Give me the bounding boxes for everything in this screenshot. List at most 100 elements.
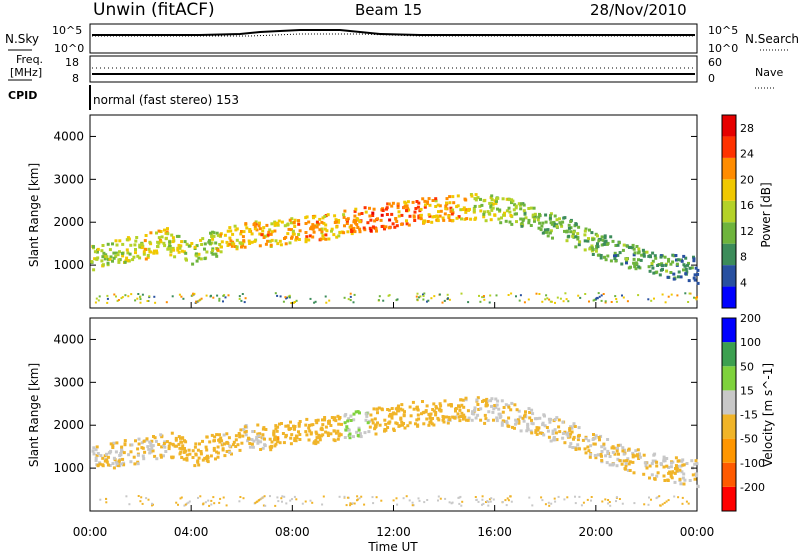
echo-cell <box>632 261 636 265</box>
echo-cell <box>583 233 587 237</box>
echo-cell <box>240 441 244 445</box>
ground-scatter-cell <box>148 295 151 298</box>
echo-cell <box>258 244 262 248</box>
echo-cell <box>126 236 130 240</box>
echo-cell <box>214 457 217 461</box>
echo-cell <box>326 431 330 435</box>
echo-cell <box>620 462 624 466</box>
echo-cell <box>339 433 343 437</box>
ground-scatter-cell <box>663 501 666 504</box>
echo-cell <box>365 414 369 418</box>
echo-cell <box>652 453 656 457</box>
echo-cell <box>308 234 312 238</box>
echo-cell <box>586 445 590 449</box>
echo-cell <box>376 421 379 425</box>
echo-cell <box>626 244 630 248</box>
echo-cell <box>606 449 610 453</box>
echo-cell <box>659 255 663 259</box>
echo-cell <box>655 464 659 468</box>
ground-scatter-cell <box>477 500 480 503</box>
ground-scatter-cell <box>604 498 607 501</box>
x-axis-label: Time UT <box>367 540 418 554</box>
echo-cell <box>368 214 372 218</box>
echo-cell <box>314 419 318 423</box>
echo-cell <box>673 471 677 475</box>
echo-cell <box>153 454 157 458</box>
ground-scatter-cell <box>531 504 534 507</box>
echo-cell <box>373 427 377 431</box>
echo-cell <box>428 414 432 418</box>
ground-scatter-cell <box>474 496 477 498</box>
x-tick-label: 00:00 <box>680 525 715 539</box>
echo-cell <box>297 233 301 236</box>
echo-cell <box>159 455 163 459</box>
echo-cell <box>390 416 394 420</box>
echo-cell <box>535 417 539 421</box>
echo-cell <box>160 235 164 239</box>
ground-scatter-cell <box>541 499 544 502</box>
echo-cell <box>203 247 206 251</box>
echo-cell <box>481 400 484 403</box>
echo-cell <box>185 458 189 462</box>
ground-scatter-cell <box>565 298 568 301</box>
ground-scatter-cell <box>392 499 395 502</box>
echo-cell <box>392 427 396 431</box>
echo-cell <box>203 257 207 261</box>
echo-cell <box>514 204 518 208</box>
echo-cell <box>93 257 97 261</box>
echo-cell <box>459 415 463 418</box>
ground-scatter-cell <box>219 497 222 500</box>
echo-cell <box>408 214 412 218</box>
echo-cell <box>165 230 169 234</box>
echo-cell <box>612 446 616 450</box>
echo-cell <box>396 409 400 413</box>
echo-cell <box>464 198 468 202</box>
echo-cell <box>105 452 108 456</box>
echo-cell <box>642 250 646 254</box>
ground-scatter-cell <box>106 301 109 304</box>
echo-cell <box>252 439 256 443</box>
echo-cell <box>321 433 325 437</box>
echo-cell <box>509 408 513 412</box>
echo-cell <box>588 228 591 232</box>
echo-cell <box>504 219 508 223</box>
echo-cell <box>530 418 533 422</box>
ground-scatter-cell <box>647 298 650 301</box>
ground-scatter-cell <box>492 498 495 501</box>
echo-cell <box>655 270 659 274</box>
ground-scatter-cell <box>665 500 668 503</box>
ground-scatter-cell <box>527 298 530 301</box>
echo-cell <box>261 433 265 437</box>
echo-cell <box>550 222 554 226</box>
echo-cell <box>242 239 246 243</box>
echo-cell <box>258 221 261 225</box>
echo-cell <box>576 438 580 442</box>
echo-cell <box>332 233 336 237</box>
echo-cell <box>400 213 404 217</box>
echo-cell <box>632 247 636 251</box>
echo-cell <box>419 213 423 217</box>
ground-scatter-cell <box>153 295 156 298</box>
echo-cell <box>589 444 593 448</box>
echo-cell <box>142 252 146 256</box>
ground-scatter-cell <box>199 298 202 301</box>
echo-cell <box>330 227 334 231</box>
echo-cell <box>310 225 314 229</box>
echo-cell <box>613 251 617 255</box>
echo-cell <box>552 222 556 226</box>
echo-cell <box>114 254 118 258</box>
echo-cell <box>445 197 449 201</box>
echo-cell <box>191 262 195 266</box>
echo-cell <box>262 426 266 430</box>
ground-scatter-cell <box>506 497 509 500</box>
ground-scatter-cell <box>650 299 653 302</box>
echo-cell <box>527 221 531 225</box>
colorbar-tick-label: 4 <box>740 276 747 289</box>
echo-cell <box>490 404 493 408</box>
echo-cell <box>511 199 515 203</box>
echo-cell <box>425 417 429 421</box>
echo-cell <box>190 242 194 245</box>
echo-cell <box>150 439 154 443</box>
ground-scatter-cell <box>615 298 618 300</box>
